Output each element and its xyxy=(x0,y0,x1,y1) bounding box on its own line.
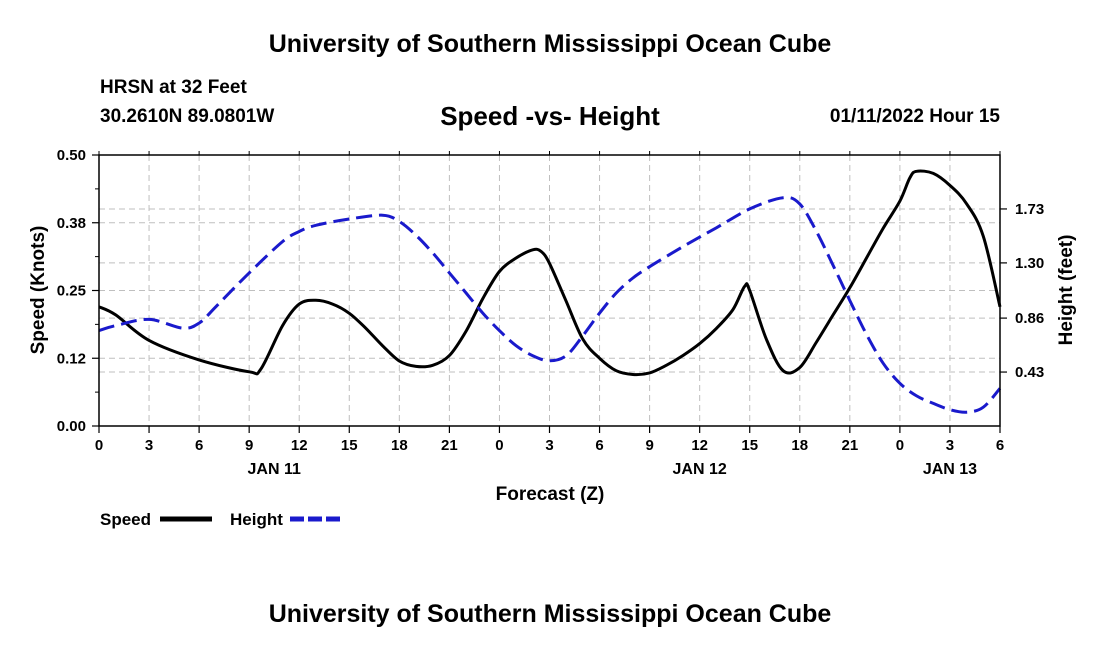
y-axis-label: Speed (Knots) xyxy=(28,226,49,355)
y2-tick-label: 0.86 xyxy=(1015,310,1044,327)
x-tick-label: 9 xyxy=(645,437,653,454)
x-day-label: JAN 11 xyxy=(248,461,301,478)
speed-series-line xyxy=(98,169,1002,377)
x-tick-label: 3 xyxy=(545,437,553,454)
x-tick-label: 15 xyxy=(741,437,758,454)
x-tick-label: 18 xyxy=(391,437,408,454)
x-tick-label: 6 xyxy=(996,437,1004,454)
grid-lines xyxy=(99,155,1000,426)
x-tick-label: 21 xyxy=(841,437,858,454)
x-tick-label: 6 xyxy=(595,437,603,454)
x-tick-label: 18 xyxy=(791,437,808,454)
legend: Speed Height xyxy=(100,510,342,529)
footer-title: University of Southern Mississippi Ocean… xyxy=(268,600,832,628)
y2-tick-label: 1.73 xyxy=(1015,201,1044,218)
y-tick-label: 0.38 xyxy=(57,215,86,232)
y2-tick-label: 0.43 xyxy=(1015,364,1044,381)
x-tick-label: 6 xyxy=(195,437,203,454)
series-lines xyxy=(98,169,1002,414)
station-label: HRSN at 32 Feet xyxy=(100,77,247,98)
x-tick-label: 12 xyxy=(291,437,308,454)
main-title: University of Southern Mississippi Ocean… xyxy=(268,30,832,58)
legend-height-label: Height xyxy=(230,510,283,529)
x-axis-label: Forecast (Z) xyxy=(496,484,605,505)
coordinates-label: 30.2610N 89.0801W xyxy=(100,106,275,127)
x-day-label: JAN 13 xyxy=(923,461,977,478)
x-tick-label: 0 xyxy=(495,437,503,454)
x-tick-label: 15 xyxy=(341,437,358,454)
x-tick-label: 0 xyxy=(896,437,904,454)
y-tick-label: 0.12 xyxy=(57,350,86,367)
chart-title: Speed -vs- Height xyxy=(440,101,660,131)
x-day-label: JAN 12 xyxy=(673,461,727,478)
y-tick-label: 0.00 xyxy=(57,418,86,435)
x-tick-label: 3 xyxy=(946,437,954,454)
x-tick-label: 12 xyxy=(691,437,708,454)
y-tick-label: 0.50 xyxy=(57,147,86,164)
legend-speed-label: Speed xyxy=(100,510,151,529)
axis-ticks: 0 3 6 9 12 15 18 21 0 3 6 9 12 15 18 21 0 3 6 JAN 11 JAN 12 J… xyxy=(57,147,1044,478)
run-time-label: 01/11/2022 Hour 15 xyxy=(829,106,1000,127)
x-tick-label: 0 xyxy=(95,437,103,454)
y-tick-label: 0.25 xyxy=(57,283,86,300)
x-tick-label: 9 xyxy=(245,437,253,454)
y2-tick-label: 1.30 xyxy=(1015,255,1044,272)
x-tick-label: 3 xyxy=(145,437,153,454)
x-tick-label: 21 xyxy=(441,437,458,454)
y2-axis-label: Height (feet) xyxy=(1056,235,1077,346)
